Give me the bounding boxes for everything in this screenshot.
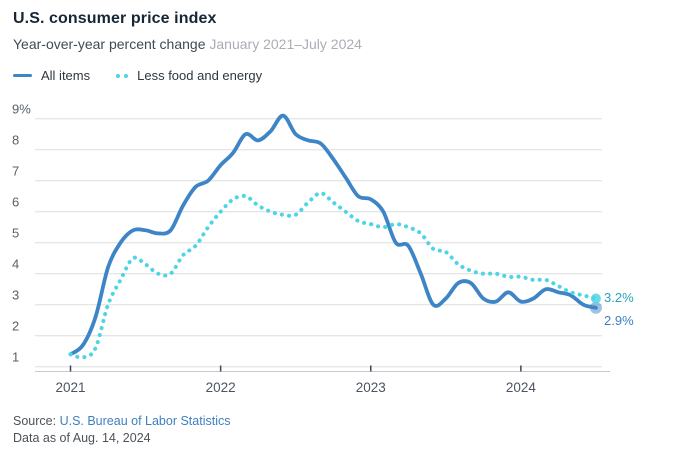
legend-label-all-items: All items	[41, 68, 91, 83]
end-label-less-food-energy: 3.2%	[604, 290, 634, 305]
chart-subtitle: Year-over-year percent change January 20…	[13, 36, 362, 52]
source-link[interactable]: U.S. Bureau of Labor Statistics	[59, 414, 231, 428]
y-axis-label-6: 6	[12, 195, 19, 210]
y-axis-label-7: 7	[12, 164, 19, 179]
legend-label-less-food-energy: Less food and energy	[137, 68, 263, 83]
chart-footer: Source: U.S. Bureau of Labor Statistics …	[13, 413, 230, 447]
series-line-less-food-and-energy	[68, 191, 598, 360]
source-prefix: Source:	[13, 414, 60, 428]
subtitle-date-range: January 2021–July 2024	[209, 36, 362, 52]
y-axis-label-9: 9%	[12, 102, 31, 117]
series-line-all-items	[68, 113, 598, 357]
y-axis-label-5: 5	[12, 226, 19, 241]
chart-legend: All items Less food and energy	[13, 68, 262, 83]
legend-swatch-all-items	[13, 73, 32, 78]
x-axis-label-2024: 2024	[506, 380, 537, 395]
subtitle-text: Year-over-year percent change	[13, 36, 206, 52]
y-axis-label-2: 2	[12, 319, 19, 334]
end-dot-less-food-and-energy	[590, 293, 601, 304]
x-axis-label-2023: 2023	[356, 380, 386, 395]
data-as-of: Data as of Aug. 14, 2024	[13, 431, 151, 445]
end-label-all-items: 2.9%	[604, 313, 634, 328]
y-axis-label-1: 1	[12, 350, 19, 365]
y-axis-label-3: 3	[12, 288, 19, 303]
y-axis-label-8: 8	[12, 133, 19, 148]
page-title: U.S. consumer price index	[13, 10, 217, 27]
legend-item-less-food-energy: Less food and energy	[116, 68, 262, 83]
legend-item-all-items: All items	[13, 68, 90, 83]
x-axis-label-2021: 2021	[55, 380, 85, 395]
end-dot-all-items	[589, 301, 602, 314]
x-axis-label-2022: 2022	[206, 380, 236, 395]
legend-swatch-less-food-energy	[116, 73, 129, 78]
y-axis-label-4: 4	[12, 257, 19, 272]
source-line: Source: U.S. Bureau of Labor Statistics	[13, 413, 230, 430]
